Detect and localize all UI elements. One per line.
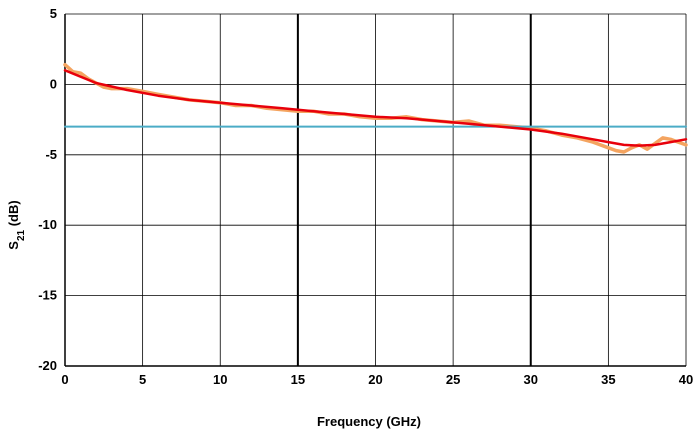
- x-tick-label: 15: [291, 372, 305, 387]
- y-tick-label: 5: [50, 6, 57, 21]
- y-axis-title-unit: (dB): [6, 200, 21, 230]
- y-tick-label: 0: [50, 76, 57, 91]
- x-tick-label: 10: [213, 372, 227, 387]
- x-axis-title: Frequency (GHz): [317, 414, 421, 429]
- tick-layer: 0 5 10 15 20 25 30 35 40 5 0 -5 -10 -15 -20: [38, 6, 693, 387]
- y-tick-label: -20: [38, 358, 57, 373]
- x-tick-label: 30: [524, 372, 538, 387]
- x-tick-label: 0: [61, 372, 68, 387]
- x-tick-label: 20: [368, 372, 382, 387]
- x-tick-label: 5: [139, 372, 146, 387]
- x-tick-label: 35: [601, 372, 615, 387]
- x-tick-label: 25: [446, 372, 460, 387]
- y-axis-title: S21 (dB): [6, 200, 27, 249]
- series-layer: [63, 62, 688, 154]
- y-tick-label: -15: [38, 288, 57, 303]
- series-fit-line: [63, 69, 688, 147]
- y-tick-label: -10: [38, 217, 57, 232]
- x-tick-label: 40: [679, 372, 693, 387]
- y-axis-title-main: S: [6, 241, 21, 250]
- y-tick-label: -5: [45, 147, 57, 162]
- grid: [64, 13, 687, 367]
- y-axis-title-sub: 21: [16, 229, 27, 241]
